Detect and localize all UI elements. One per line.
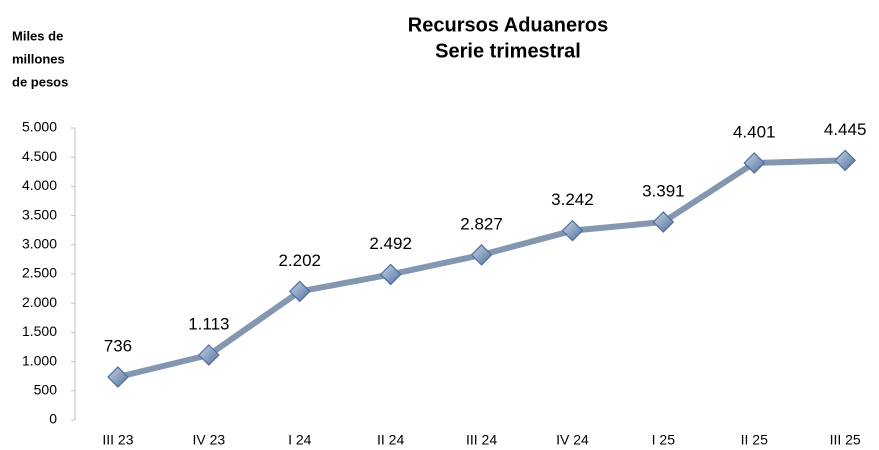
x-tick-label: III 25 xyxy=(830,432,861,448)
y-axis-label: millones xyxy=(12,51,65,66)
x-tick-label: III 23 xyxy=(102,432,133,448)
data-label: 1.113 xyxy=(188,314,229,333)
data-label: 2.827 xyxy=(460,214,503,233)
data-label: 4.445 xyxy=(824,120,867,139)
y-tick-label: 500 xyxy=(34,382,58,398)
y-tick-label: 2.000 xyxy=(22,294,57,310)
y-tick-label: 1.000 xyxy=(22,352,57,368)
y-tick-label: 1.500 xyxy=(22,323,57,339)
y-axis-label: Miles de xyxy=(12,28,63,43)
y-tick-label: 3.500 xyxy=(22,206,57,222)
y-tick-label: 0 xyxy=(49,411,57,427)
y-tick-label: 2.500 xyxy=(22,265,57,281)
data-label: 2.492 xyxy=(369,234,412,253)
marker xyxy=(198,344,220,366)
y-tick-label: 4.000 xyxy=(22,177,57,193)
marker xyxy=(834,149,856,172)
x-tick-label: III 24 xyxy=(466,432,497,448)
marker xyxy=(288,280,311,303)
x-tick-label: I 24 xyxy=(288,432,312,448)
data-label: 4.401 xyxy=(733,122,776,141)
data-label: 736 xyxy=(104,337,132,356)
x-tick-label: I 25 xyxy=(652,432,676,448)
marker xyxy=(379,263,402,286)
x-tick-label: II 24 xyxy=(377,432,404,448)
data-label: 2.202 xyxy=(278,251,321,270)
y-tick-label: 5.000 xyxy=(22,119,57,135)
y-axis-label: de pesos xyxy=(12,74,68,89)
marker xyxy=(107,366,129,388)
data-label: 3.391 xyxy=(642,181,685,200)
data-label: 3.242 xyxy=(551,190,594,209)
marker xyxy=(652,211,675,233)
y-tick-label: 4.500 xyxy=(22,148,57,164)
y-tick-label: 3.000 xyxy=(22,236,57,252)
data-line xyxy=(117,157,846,380)
chart-subtitle: Serie trimestral xyxy=(435,40,581,62)
marker xyxy=(470,244,493,266)
x-tick-label: IV 23 xyxy=(192,432,225,448)
x-tick-label: II 25 xyxy=(741,432,768,448)
x-tick-label: IV 24 xyxy=(556,432,589,448)
marker xyxy=(561,219,584,242)
marker xyxy=(743,152,766,174)
chart-title: Recursos Aduaneros xyxy=(408,14,608,36)
